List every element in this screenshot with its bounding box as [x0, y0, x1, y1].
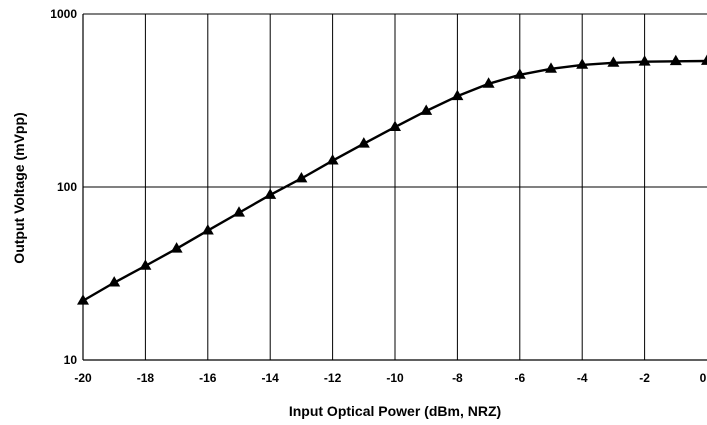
x-tick-label: -10 — [386, 371, 404, 385]
x-tick-label: 0 — [700, 371, 707, 385]
data-point-marker — [326, 154, 339, 165]
y-tick-label: 100 — [57, 180, 77, 194]
data-point-marker — [638, 55, 651, 66]
data-point-marker — [513, 68, 526, 79]
data-point-marker — [482, 77, 495, 88]
x-tick-label: -4 — [577, 371, 588, 385]
x-tick-label: -14 — [262, 371, 280, 385]
y-axis-ticks: 10 100 1000 — [50, 7, 77, 367]
x-tick-label: -20 — [74, 371, 92, 385]
x-axis-ticks: -20 -18 -16 -14 -12 -10 -8 -6 -4 -2 0 — [74, 371, 706, 385]
data-point-marker — [201, 224, 214, 235]
x-tick-label: -16 — [199, 371, 217, 385]
data-point-marker — [545, 62, 557, 73]
data-point-marker — [295, 171, 308, 183]
data-point-marker — [607, 56, 620, 67]
data-point-marker — [451, 89, 464, 101]
y-tick-label: 1000 — [50, 7, 77, 21]
x-tick-label: -12 — [324, 371, 342, 385]
data-point-marker — [420, 104, 433, 115]
y-tick-label: 10 — [64, 353, 78, 367]
x-tick-label: -6 — [514, 371, 525, 385]
x-tick-label: -8 — [452, 371, 463, 385]
x-tick-label: -2 — [639, 371, 650, 385]
data-point-marker — [701, 54, 707, 65]
data-point-marker — [669, 54, 682, 66]
data-point-marker — [576, 58, 589, 69]
x-axis-label: Input Optical Power (dBm, NRZ) — [289, 403, 501, 419]
series — [77, 54, 707, 305]
data-point-marker — [170, 242, 183, 253]
y-axis-label: Output Voltage (mVpp) — [11, 112, 27, 263]
x-tick-label: -18 — [137, 371, 155, 385]
data-point-marker — [389, 120, 401, 131]
data-point-marker — [77, 294, 89, 305]
data-point-marker — [108, 276, 121, 287]
data-point-marker — [357, 137, 370, 148]
data-point-marker — [233, 206, 245, 217]
data-point-marker — [264, 188, 277, 199]
data-point-marker — [139, 259, 152, 270]
